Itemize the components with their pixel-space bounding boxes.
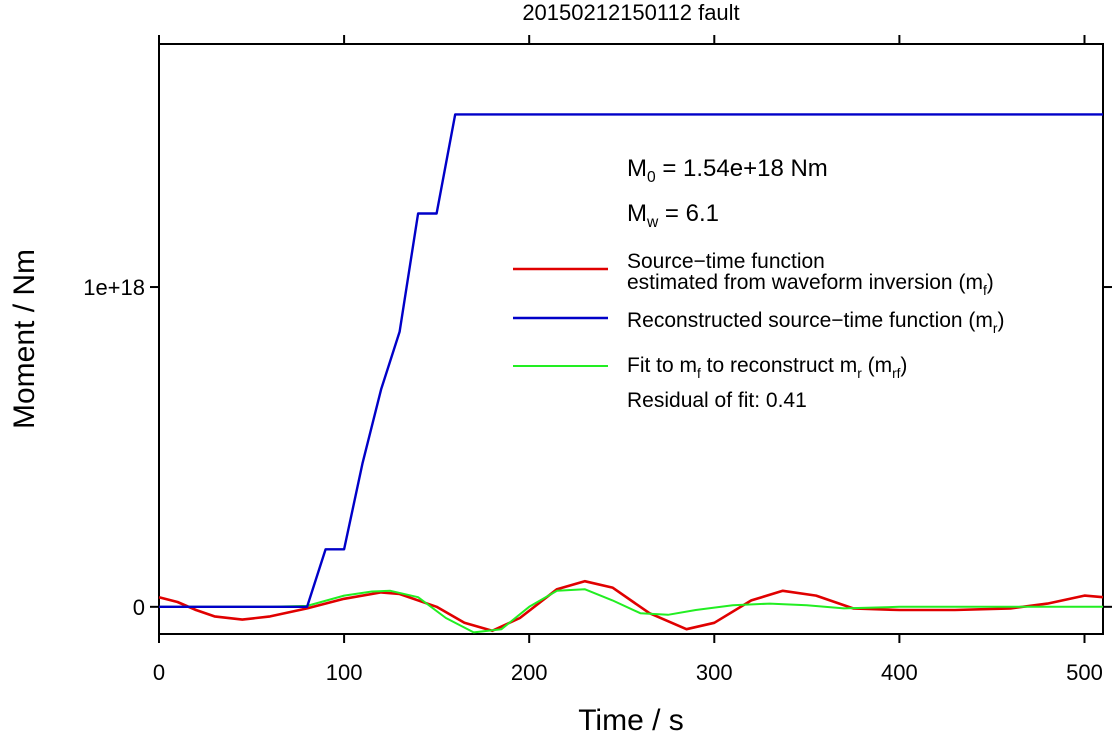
- legend-label-mrf-0: Fit to mf​ to reconstruct mr​ (mrf​): [627, 354, 907, 381]
- y-tick-label-0: 0: [133, 595, 145, 620]
- x-tick-label-3: 300: [696, 660, 733, 685]
- annotations: M0​ = 1.54e+18 Nm Mw​ = 6.1 Residual of fi…: [627, 155, 828, 412]
- legend-label-mf-0: Source−time function: [627, 250, 825, 273]
- series-group: [158, 113, 1104, 634]
- axis-ticks: 0 100 200 300 400 500 0 1e+18: [83, 35, 1112, 685]
- mw-annotation: Mw​ = 6.1: [627, 200, 719, 231]
- m0-annotation: M0​ = 1.54e+18 Nm: [627, 155, 828, 186]
- plot-frame: [158, 43, 1104, 635]
- series-line-mrf: [159, 588, 1103, 634]
- x-tick-label-4: 400: [881, 660, 918, 685]
- x-axis-title: Time / s: [578, 704, 684, 735]
- x-tick-label-1: 100: [326, 660, 363, 685]
- legend-label-mf-1: estimated from waveform inversion (mf​): [627, 271, 994, 298]
- series-line-mf: [158, 579, 1104, 633]
- y-tick-label-1: 1e+18: [83, 275, 145, 300]
- y-axis-title: Moment / Nm: [8, 249, 41, 429]
- x-tick-label-5: 500: [1066, 660, 1103, 685]
- residual-annotation: Residual of fit: 0.41: [627, 389, 807, 412]
- x-tick-label-2: 200: [511, 660, 548, 685]
- x-tick-label-0: 0: [153, 660, 165, 685]
- chart-title: 20150212150112 fault: [522, 0, 739, 25]
- series-line-mr: [159, 113, 1103, 608]
- legend-label-mr-0: Reconstructed source−time function (mr​): [627, 309, 1004, 336]
